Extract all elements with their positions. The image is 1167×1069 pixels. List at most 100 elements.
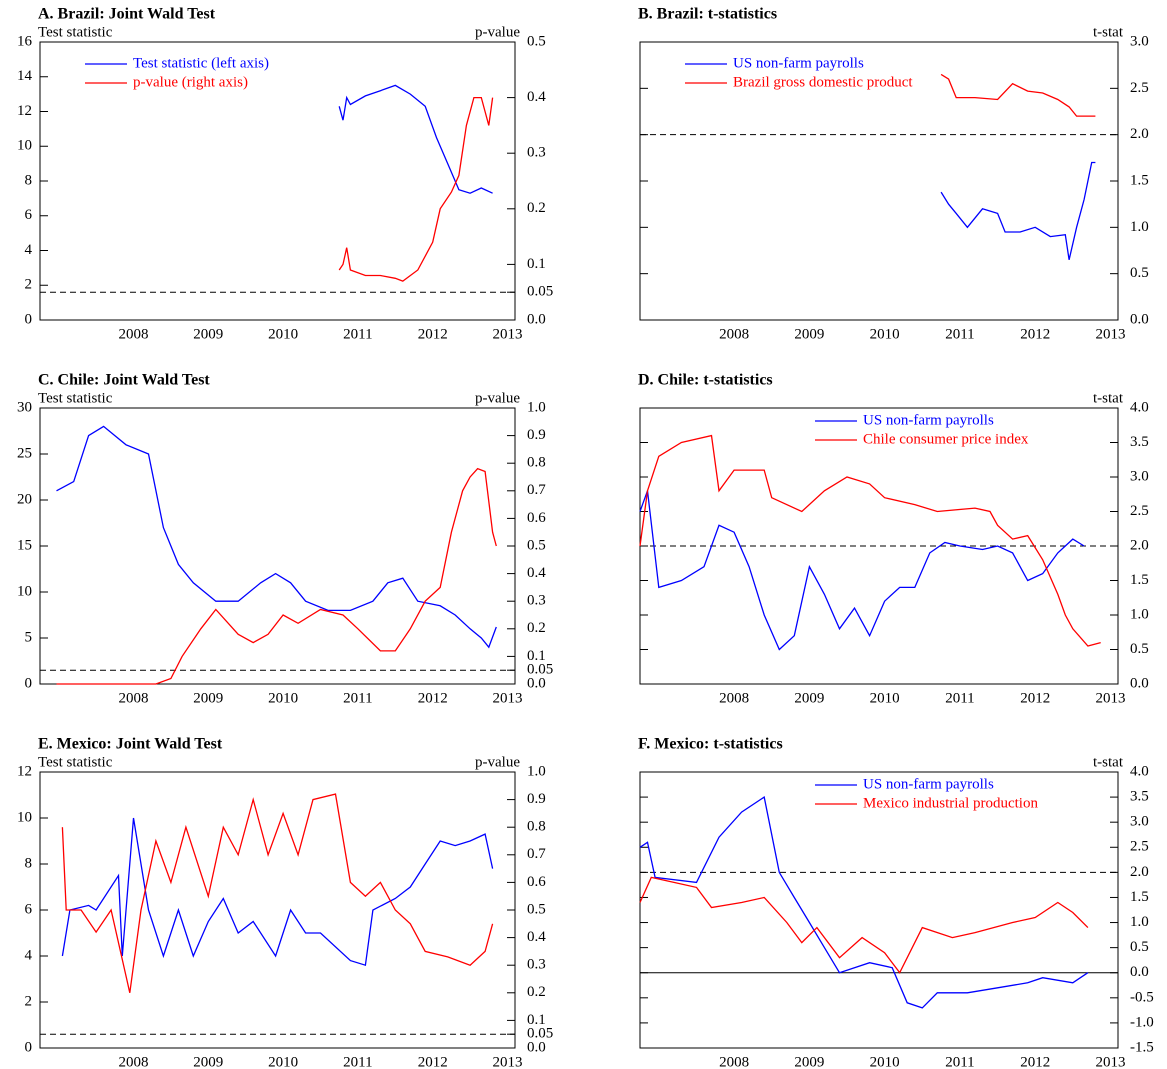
y2-tick-label: 0.4 <box>527 89 546 105</box>
series-line <box>56 425 497 649</box>
plot-frame <box>39 41 516 321</box>
y2-tick-label: 0.5 <box>527 33 546 49</box>
y-tick-label: 25 <box>17 445 32 461</box>
y2-tick-label: 2.5 <box>1130 839 1149 855</box>
x-tick-label: 2013 <box>1095 690 1125 706</box>
x-tick-label: 2009 <box>794 326 824 342</box>
y2-tick-label: 0.9 <box>527 791 546 807</box>
x-tick-label: 2013 <box>493 1054 523 1069</box>
x-tick-label: 2012 <box>1020 326 1050 342</box>
y-tick-label: 6 <box>25 207 33 223</box>
y2-tick-label: -1.5 <box>1130 1039 1154 1055</box>
x-tick-label: 2009 <box>193 1054 223 1069</box>
x-tick-label: 2012 <box>418 326 448 342</box>
y2-tick-label: 1.0 <box>527 763 546 779</box>
y2-tick-label: 0.8 <box>527 455 546 471</box>
x-tick-label: 2008 <box>719 1054 749 1069</box>
y2-tick-label: 0.5 <box>1130 641 1149 657</box>
y2-tick-label: 0.6 <box>527 874 546 890</box>
y2-axis-label: t-stat <box>1093 390 1124 406</box>
x-tick-label: 2008 <box>119 1054 149 1069</box>
panel-title: D. Chile: t-statistics <box>638 372 773 389</box>
series-line <box>61 817 494 967</box>
x-tick-label: 2013 <box>1095 1054 1125 1069</box>
y-tick-label: 4 <box>25 947 33 963</box>
y-tick-label: 10 <box>17 809 32 825</box>
y2-tick-label: 2.0 <box>1130 537 1149 553</box>
y2-tick-label: 0.9 <box>527 427 546 443</box>
series-line <box>639 434 1101 647</box>
y2-tick-label: 0.3 <box>527 593 546 609</box>
y2-tick-label: 0.5 <box>527 537 546 553</box>
y2-tick-label: 0.05 <box>527 662 553 678</box>
y2-axis-label: p-value <box>475 390 520 406</box>
y-tick-label: 15 <box>17 537 32 553</box>
x-tick-label: 2010 <box>870 326 900 342</box>
plot-frame <box>39 407 516 685</box>
x-tick-label: 2011 <box>343 690 372 706</box>
y2-tick-label: 4.0 <box>1130 763 1149 779</box>
series-line <box>940 161 1096 260</box>
x-tick-label: 2010 <box>870 1054 900 1069</box>
x-tick-label: 2013 <box>493 326 523 342</box>
y-tick-label: 8 <box>25 172 33 188</box>
y-tick-label: 0 <box>25 1039 33 1055</box>
x-tick-label: 2011 <box>343 1054 372 1069</box>
y2-tick-label: 1.5 <box>1130 172 1149 188</box>
y2-tick-label: 0.1 <box>527 648 546 664</box>
x-tick-label: 2008 <box>119 326 149 342</box>
legend-label: Mexico industrial production <box>863 795 1038 811</box>
plot-frame <box>639 771 1119 1049</box>
y2-tick-label: 0.4 <box>527 565 546 581</box>
y-tick-label: 0 <box>25 311 33 327</box>
y2-tick-label: 1.5 <box>1130 572 1149 588</box>
y2-axis-label: p-value <box>475 754 520 770</box>
y2-tick-label: 0.0 <box>1130 964 1149 980</box>
y2-tick-label: 1.5 <box>1130 889 1149 905</box>
y2-tick-label: 0.1 <box>527 1012 546 1028</box>
y2-tick-label: 3.5 <box>1130 434 1149 450</box>
x-tick-label: 2011 <box>945 690 974 706</box>
y2-tick-label: 0.5 <box>1130 265 1149 281</box>
y2-tick-label: 0.3 <box>527 957 546 973</box>
y2-tick-label: 2.5 <box>1130 503 1149 519</box>
y2-tick-label: 0.05 <box>527 284 553 300</box>
y2-tick-label: 0.5 <box>527 901 546 917</box>
y-tick-label: 0 <box>25 675 33 691</box>
y2-tick-label: -1.0 <box>1130 1014 1154 1030</box>
panel-title: F. Mexico: t-statistics <box>638 736 783 753</box>
y-tick-label: 10 <box>17 138 32 154</box>
legend-label: US non-farm payrolls <box>733 55 864 71</box>
y-tick-label: 20 <box>17 491 32 507</box>
x-tick-label: 2011 <box>945 1054 974 1069</box>
y-tick-label: 8 <box>25 855 33 871</box>
y2-tick-label: 0.0 <box>1130 311 1149 327</box>
x-tick-label: 2012 <box>418 1054 448 1069</box>
series-line <box>56 467 497 685</box>
y-tick-label: 5 <box>25 629 33 645</box>
y2-tick-label: 3.0 <box>1130 33 1149 49</box>
x-tick-label: 2012 <box>1020 690 1050 706</box>
y2-axis-label: t-stat <box>1093 754 1124 770</box>
x-tick-label: 2012 <box>1020 1054 1050 1069</box>
x-tick-label: 2010 <box>268 1054 298 1069</box>
y2-tick-label: 0.05 <box>527 1026 553 1042</box>
y2-tick-label: 0.3 <box>527 145 546 161</box>
x-tick-label: 2009 <box>193 326 223 342</box>
x-tick-label: 2011 <box>343 326 372 342</box>
y2-tick-label: 0.8 <box>527 819 546 835</box>
series-line <box>338 96 494 282</box>
y2-tick-label: 0.2 <box>527 200 546 216</box>
y2-tick-label: 0.0 <box>527 675 546 691</box>
series-line <box>639 796 1089 1009</box>
y2-tick-label: 0.7 <box>527 846 546 862</box>
x-tick-label: 2009 <box>794 690 824 706</box>
y-tick-label: 6 <box>25 901 33 917</box>
y-tick-label: 10 <box>17 583 32 599</box>
series-line <box>639 876 1089 974</box>
x-tick-label: 2011 <box>945 326 974 342</box>
y2-tick-label: 0.0 <box>1130 675 1149 691</box>
y2-tick-label: 2.5 <box>1130 80 1149 96</box>
x-tick-label: 2013 <box>1095 326 1125 342</box>
